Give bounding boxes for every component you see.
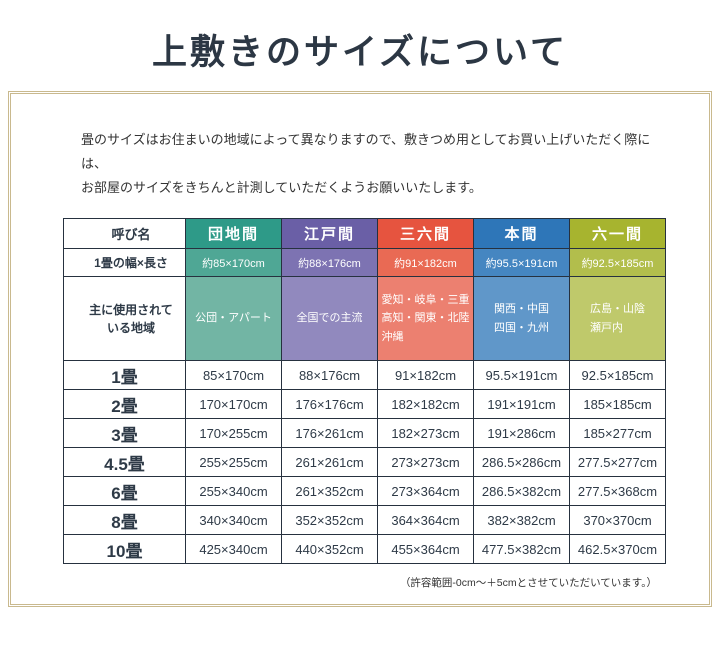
region-cell-sanrokuma: 愛知・岐阜・三重 高知・関東・北陸 沖縄 — [377, 276, 474, 362]
region-cell-edoma: 全国での主流 — [281, 276, 378, 362]
size-value: 277.5×277cm — [569, 447, 666, 478]
size-value: 170×255cm — [185, 418, 282, 449]
width-cell-edoma: 約88×176cm — [281, 248, 378, 278]
row-label: 10畳 — [63, 534, 186, 565]
size-value: 286.5×382cm — [473, 476, 570, 507]
column-header-danchima: 団地間 — [185, 218, 282, 250]
size-value: 440×352cm — [281, 534, 378, 565]
size-value: 95.5×191cm — [473, 360, 570, 391]
region-text: 広島・山陰 瀬戸内 — [590, 302, 645, 334]
size-value: 340×340cm — [185, 505, 282, 536]
size-value: 85×170cm — [185, 360, 282, 391]
column-header-edoma: 江戸間 — [281, 218, 378, 250]
size-value: 352×352cm — [281, 505, 378, 536]
region-text: 公団・アパート — [195, 312, 272, 325]
size-value: 182×182cm — [377, 389, 474, 420]
intro-text: 畳のサイズはお住まいの地域によって異なりますので、敷きつめ用としてお買い上げいた… — [81, 128, 659, 200]
size-value: 185×185cm — [569, 389, 666, 420]
size-value: 455×364cm — [377, 534, 474, 565]
width-cell-danchima: 約85×170cm — [185, 248, 282, 278]
size-value: 261×261cm — [281, 447, 378, 478]
row-label: 2畳 — [63, 389, 186, 420]
tolerance-note: （許容範囲-0cm～＋5cmとさせていただいています。） — [399, 577, 657, 590]
size-value: 88×176cm — [281, 360, 378, 391]
size-value: 92.5×185cm — [569, 360, 666, 391]
row-label: 1畳 — [63, 360, 186, 391]
width-row-label: 1畳の幅×長さ — [63, 248, 186, 278]
size-value: 277.5×368cm — [569, 476, 666, 507]
size-value: 261×352cm — [281, 476, 378, 507]
size-value: 182×273cm — [377, 418, 474, 449]
width-cell-honma: 約95.5×191cm — [473, 248, 570, 278]
table-row: 10畳 425×340cm 440×352cm 455×364cm 477.5×… — [63, 534, 666, 565]
header-row: 呼び名 団地間 江戸間 三六間 本間 六一間 — [63, 218, 666, 250]
size-value: 91×182cm — [377, 360, 474, 391]
size-value: 273×273cm — [377, 447, 474, 478]
table-row: 2畳 170×170cm 176×176cm 182×182cm 191×191… — [63, 389, 666, 420]
width-row: 1畳の幅×長さ 約85×170cm 約88×176cm 約91×182cm 約9… — [63, 248, 666, 278]
intro-line-1: 畳のサイズはお住まいの地域によって異なりますので、敷きつめ用としてお買い上げいた… — [81, 132, 651, 172]
region-row-label: 主に使用されて いる地域 — [63, 276, 186, 362]
table-row: 3畳 170×255cm 176×261cm 182×273cm 191×286… — [63, 418, 666, 449]
row-label: 4.5畳 — [63, 447, 186, 478]
intro-line-2: お部屋のサイズをきちんと計測していただくようお願いいたします。 — [81, 180, 482, 196]
size-value: 286.5×286cm — [473, 447, 570, 478]
row-label: 3畳 — [63, 418, 186, 449]
size-value: 170×170cm — [185, 389, 282, 420]
column-header-honma: 本間 — [473, 218, 570, 250]
region-cell-rokuichima: 広島・山陰 瀬戸内 — [569, 276, 666, 362]
size-value: 185×277cm — [569, 418, 666, 449]
page-title: 上敷きのサイズについて — [152, 33, 568, 72]
size-value: 176×261cm — [281, 418, 378, 449]
region-text: 関西・中国 四国・九州 — [494, 302, 549, 334]
region-row: 主に使用されて いる地域 公団・アパート 全国での主流 愛知・岐阜・三重 高知・… — [63, 276, 666, 362]
size-value: 425×340cm — [185, 534, 282, 565]
region-cell-danchima: 公団・アパート — [185, 276, 282, 362]
row-label: 6畳 — [63, 476, 186, 507]
size-value: 273×364cm — [377, 476, 474, 507]
size-value: 477.5×382cm — [473, 534, 570, 565]
size-table: 呼び名 団地間 江戸間 三六間 本間 六一間 1畳の幅×長さ 約85×170cm… — [63, 218, 666, 565]
content-frame: 畳のサイズはお住まいの地域によって異なりますので、敷きつめ用としてお買い上げいた… — [8, 91, 712, 607]
width-cell-rokuichima: 約92.5×185cm — [569, 248, 666, 278]
size-value: 191×191cm — [473, 389, 570, 420]
region-text: 全国での主流 — [296, 312, 363, 325]
table-row: 1畳 85×170cm 88×176cm 91×182cm 95.5×191cm… — [63, 360, 666, 391]
row-label: 8畳 — [63, 505, 186, 536]
size-value: 462.5×370cm — [569, 534, 666, 565]
column-header-sanrokuma: 三六間 — [377, 218, 474, 250]
region-cell-honma: 関西・中国 四国・九州 — [473, 276, 570, 362]
size-value: 364×364cm — [377, 505, 474, 536]
table-row: 4.5畳 255×255cm 261×261cm 273×273cm 286.5… — [63, 447, 666, 478]
table-row: 6畳 255×340cm 261×352cm 273×364cm 286.5×3… — [63, 476, 666, 507]
width-cell-sanrokuma: 約91×182cm — [377, 248, 474, 278]
table-row: 8畳 340×340cm 352×352cm 364×364cm 382×382… — [63, 505, 666, 536]
size-value: 255×340cm — [185, 476, 282, 507]
corner-label: 呼び名 — [63, 218, 186, 250]
size-value: 255×255cm — [185, 447, 282, 478]
size-value: 176×176cm — [281, 389, 378, 420]
size-value: 370×370cm — [569, 505, 666, 536]
size-value: 191×286cm — [473, 418, 570, 449]
column-header-rokuichima: 六一間 — [569, 218, 666, 250]
region-text: 愛知・岐阜・三重 高知・関東・北陸 沖縄 — [381, 293, 470, 343]
size-value: 382×382cm — [473, 505, 570, 536]
